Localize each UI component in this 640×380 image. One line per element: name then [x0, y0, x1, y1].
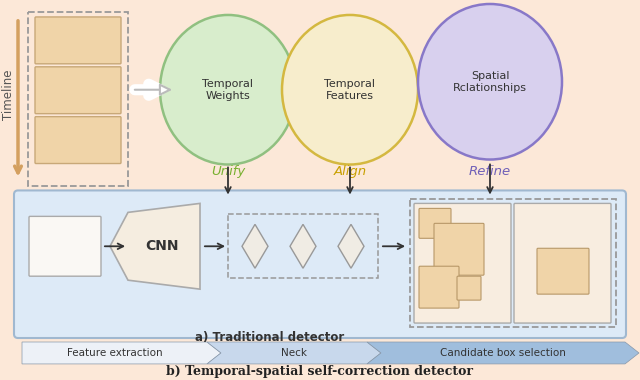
FancyBboxPatch shape	[35, 67, 121, 114]
FancyBboxPatch shape	[514, 203, 611, 323]
Polygon shape	[242, 224, 268, 268]
FancyBboxPatch shape	[29, 216, 101, 276]
Ellipse shape	[282, 15, 418, 165]
Text: Timeline: Timeline	[3, 70, 15, 120]
Text: Spatial
Rclationships: Spatial Rclationships	[453, 71, 527, 93]
FancyBboxPatch shape	[14, 190, 626, 338]
Text: Align: Align	[333, 165, 367, 178]
Bar	[28, 12, 128, 187]
Bar	[228, 214, 378, 278]
FancyBboxPatch shape	[434, 223, 484, 275]
Text: Candidate box selection: Candidate box selection	[440, 348, 566, 358]
Polygon shape	[367, 342, 639, 364]
Polygon shape	[207, 342, 381, 364]
Text: Temporal
Features: Temporal Features	[324, 79, 376, 101]
FancyBboxPatch shape	[414, 203, 511, 323]
Ellipse shape	[160, 15, 296, 165]
FancyBboxPatch shape	[419, 208, 451, 238]
Polygon shape	[22, 342, 221, 364]
Text: CNN: CNN	[145, 239, 179, 253]
Bar	[410, 200, 616, 327]
Text: b) Temporal-spatial self-correction detector: b) Temporal-spatial self-correction dete…	[166, 366, 474, 378]
Polygon shape	[110, 203, 200, 289]
FancyBboxPatch shape	[419, 266, 459, 308]
Polygon shape	[338, 224, 364, 268]
FancyBboxPatch shape	[35, 17, 121, 64]
FancyBboxPatch shape	[537, 248, 589, 294]
Text: Feature extraction: Feature extraction	[67, 348, 163, 358]
Text: Refine: Refine	[469, 165, 511, 178]
Ellipse shape	[418, 4, 562, 160]
Text: Neck: Neck	[281, 348, 307, 358]
FancyBboxPatch shape	[35, 117, 121, 163]
Text: Unify: Unify	[211, 165, 245, 178]
Polygon shape	[290, 224, 316, 268]
Text: a) Traditional detector: a) Traditional detector	[195, 331, 344, 344]
Text: Temporal
Weights: Temporal Weights	[202, 79, 253, 101]
FancyBboxPatch shape	[457, 276, 481, 300]
